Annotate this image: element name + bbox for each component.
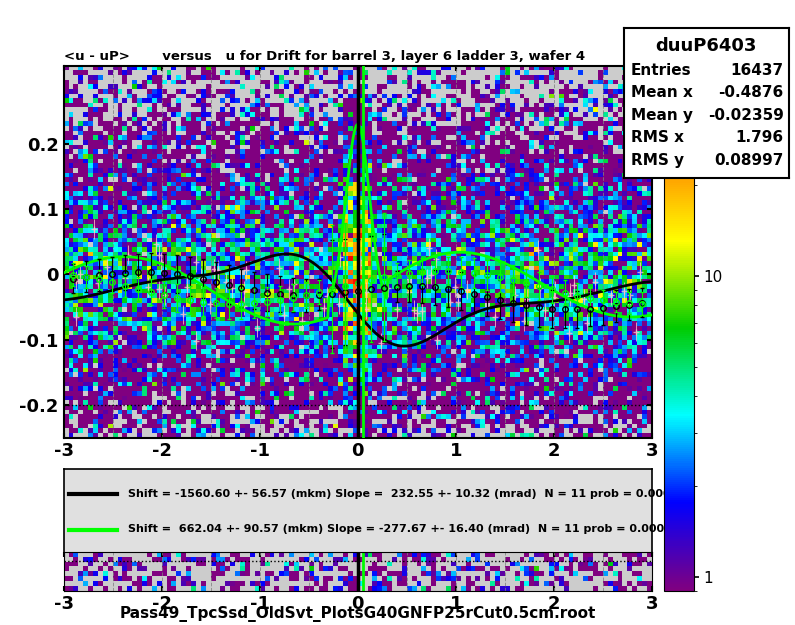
Text: duuP6403: duuP6403 — [656, 37, 757, 55]
Text: 1.796: 1.796 — [735, 130, 784, 145]
Text: Pass49_TpcSsd_OldSvt_PlotsG40GNFP25rCut0.5cm.root: Pass49_TpcSsd_OldSvt_PlotsG40GNFP25rCut0… — [119, 606, 596, 622]
Text: RMS y: RMS y — [630, 152, 684, 168]
Text: Entries: Entries — [630, 62, 692, 78]
Text: <u - uP>       versus   u for Drift for barrel 3, layer 6 ladder 3, wafer 4: <u - uP> versus u for Drift for barrel 3… — [64, 50, 585, 63]
Text: Shift = -1560.60 +- 56.57 (mkm) Slope =  232.55 +- 10.32 (mrad)  N = 11 prob = 0: Shift = -1560.60 +- 56.57 (mkm) Slope = … — [128, 489, 671, 499]
Text: Mean x: Mean x — [630, 85, 692, 100]
Text: -0.02359: -0.02359 — [708, 107, 784, 122]
Text: 16437: 16437 — [731, 62, 784, 78]
Text: Mean y: Mean y — [630, 107, 692, 122]
Text: Shift =  662.04 +- 90.57 (mkm) Slope = -277.67 +- 16.40 (mrad)  N = 11 prob = 0.: Shift = 662.04 +- 90.57 (mkm) Slope = -2… — [128, 524, 665, 534]
Text: -0.4876: -0.4876 — [719, 85, 784, 100]
Text: 0.08997: 0.08997 — [715, 152, 784, 168]
Text: RMS x: RMS x — [630, 130, 684, 145]
